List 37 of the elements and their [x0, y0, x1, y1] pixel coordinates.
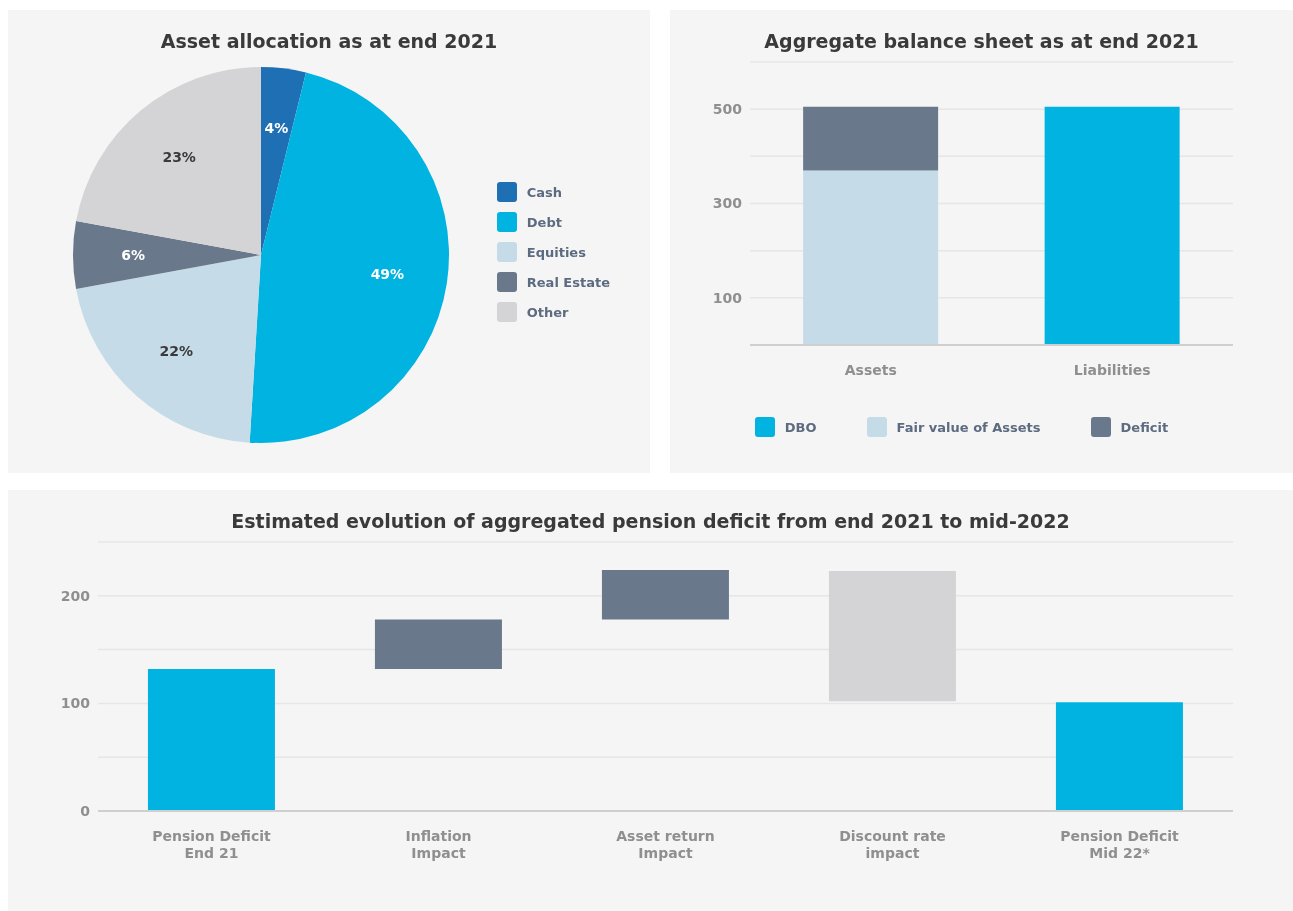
bar [374, 619, 502, 669]
data-label: 4% [264, 120, 289, 137]
x-tick-label: Discount rate impact [839, 828, 946, 861]
chart-title: Asset allocation as at end 2021 [159, 29, 499, 52]
y-tick-label: 100 [60, 695, 91, 712]
legend-label: Equities [526, 244, 586, 260]
chart-title: Estimated evolution of aggregated pension deficit from end 2021 to mid-2022 [230, 509, 1071, 532]
chart-title: Aggregate balance sheet as at end 2021 [763, 29, 1200, 52]
legend-label: DBO [784, 419, 817, 435]
bar [147, 668, 275, 811]
bar [601, 569, 729, 620]
legend-label: Fair value of Assets [896, 419, 1041, 435]
legend-label: Other [526, 304, 569, 320]
x-tick-label: Liabilities [1073, 362, 1151, 378]
x-tick-label: Pension Deficit Mid 22* [1060, 828, 1180, 861]
pie-slice [249, 72, 449, 443]
legend-label: Real Estate [526, 274, 610, 290]
x-tick-label: Asset return Impact [616, 828, 715, 861]
data-label: 23% [162, 148, 196, 165]
bar [828, 571, 956, 702]
data-label: 49% [370, 266, 405, 283]
y-tick-label: 500 [712, 101, 743, 118]
y-tick-label: 100 [712, 289, 743, 306]
pie-slice [73, 221, 261, 289]
data-label: 22% [159, 342, 193, 359]
y-tick-label: 300 [712, 195, 743, 212]
y-tick-label: 0 [80, 802, 91, 819]
bar [1055, 702, 1183, 811]
x-tick-label: Pension Deficit End 21 [152, 828, 272, 861]
pie-slice [261, 67, 306, 255]
legend-label: Deficit [1120, 419, 1169, 435]
data-label: 6% [121, 247, 146, 263]
x-tick-label: Inflation Impact [405, 828, 472, 861]
y-tick-label: 200 [60, 587, 91, 604]
x-tick-label: Assets [844, 362, 897, 378]
legend-label: Cash [526, 184, 563, 200]
legend-label: Debt [526, 214, 562, 230]
